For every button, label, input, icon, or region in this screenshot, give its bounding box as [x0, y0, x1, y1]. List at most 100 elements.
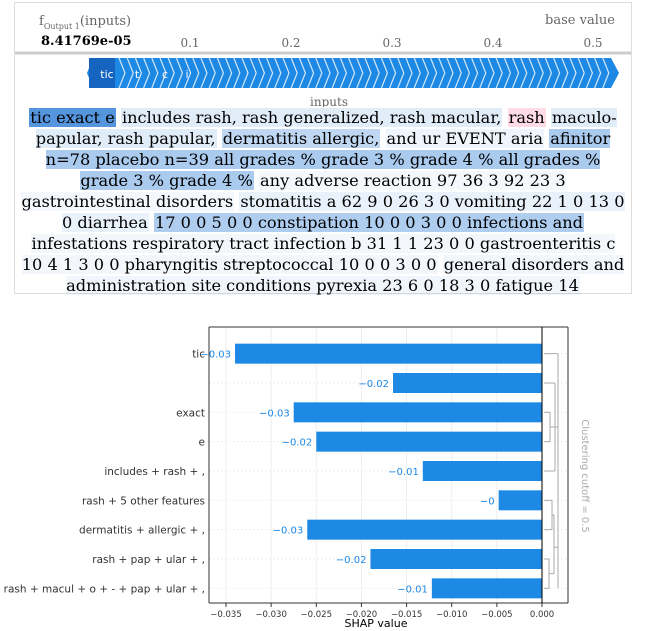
bar	[431, 578, 542, 599]
force-plot-panel: fOutput 1(inputs) 8.41769e-05 base value…	[14, 2, 632, 296]
force-chevron	[594, 57, 602, 89]
y-tick-labels: tic exact e includes + rash + , rash + 5 oth…	[4, 349, 206, 596]
force-chevron	[561, 57, 569, 89]
force-chevron	[602, 57, 610, 89]
output-value: 8.41769e-05	[41, 34, 132, 49]
bar	[370, 549, 542, 569]
bar	[293, 402, 542, 423]
force-chevron	[307, 57, 315, 89]
force-chevron	[249, 57, 257, 89]
segment-label: t	[135, 68, 140, 81]
highlighted-text: tic exact e includes rash, rash generali…	[21, 107, 625, 296]
text-token: dermatitis allergic,	[221, 129, 381, 148]
force-chevron	[200, 57, 208, 89]
axis-ticks: 0.1 0.2 0.3 0.4 0.5	[180, 36, 602, 50]
force-chevron	[446, 57, 454, 89]
bar-value-label: −0.03	[259, 408, 290, 419]
category-label: rash + pap + ular + ,	[92, 554, 205, 566]
bar	[498, 490, 542, 511]
base-value-label: base value	[545, 13, 615, 28]
axis-tick-label: 0.5	[583, 36, 602, 50]
bar	[393, 373, 542, 393]
axis-tick-label: 0.4	[483, 36, 502, 50]
force-band: tic t c i	[87, 57, 619, 89]
segment-label: tic	[100, 68, 113, 81]
x-tick-label: −0.005	[481, 610, 512, 620]
force-chevron	[585, 57, 594, 89]
text-token: 17 0 0 5 0 0 constipation 10 0 0 3 0 0 i…	[153, 213, 585, 232]
force-chevron	[339, 57, 348, 89]
force-chevron	[159, 57, 167, 89]
force-chevron	[266, 57, 274, 89]
category-label: rash + macul + o + - + pap + ular + ,	[4, 583, 205, 595]
force-chevron	[577, 57, 585, 89]
force-chevron	[421, 57, 430, 89]
force-chevron	[569, 57, 577, 89]
force-chevron	[356, 57, 364, 89]
force-chevron	[175, 57, 184, 89]
text-token: rash	[507, 108, 546, 127]
force-chevron	[471, 57, 479, 89]
force-chevron	[405, 57, 413, 89]
force-chevron	[241, 57, 249, 89]
bar-value-label: −0	[480, 496, 495, 507]
x-tick-label: −0.010	[436, 610, 467, 620]
bar	[307, 519, 542, 540]
cluster-dendrogram	[544, 353, 559, 589]
force-chevron	[126, 57, 134, 89]
axis-label: inputs	[310, 95, 348, 107]
x-axis-label: SHAP value	[345, 617, 408, 630]
category-label: tic	[192, 349, 205, 361]
x-tick-label: −0.015	[391, 610, 422, 620]
x-tick-label: −0.035	[210, 610, 241, 620]
category-label: includes + rash + ,	[104, 466, 205, 478]
bar	[422, 461, 542, 481]
force-chevron	[364, 57, 372, 89]
force-chevron	[282, 57, 290, 89]
force-chevron	[479, 57, 487, 89]
force-chevron	[348, 57, 356, 89]
force-chevron	[380, 57, 389, 89]
force-chevron	[216, 57, 225, 89]
force-chevron	[143, 57, 151, 89]
force-chevron	[512, 57, 520, 89]
force-chevron	[536, 57, 544, 89]
bar-value-label: −0.02	[358, 379, 389, 390]
axis-tick-label: 0.2	[281, 36, 300, 50]
force-chevron	[397, 57, 405, 89]
axis-tick-label: 0.1	[180, 36, 199, 50]
category-label: dermatitis + allergic + ,	[79, 525, 205, 537]
category-label: e	[199, 437, 205, 449]
plot-frame	[208, 326, 569, 604]
bar	[316, 431, 542, 452]
force-chevron	[454, 57, 462, 89]
segment-label: c	[162, 68, 168, 81]
force-chevron	[167, 57, 175, 89]
force-chevron	[298, 57, 307, 89]
x-tick-label: −0.030	[255, 610, 286, 620]
force-chevron	[323, 57, 331, 89]
force-chevron	[544, 57, 553, 89]
bar-value-label: −0.01	[388, 467, 419, 478]
force-chevron	[487, 57, 495, 89]
force-chevron	[462, 57, 471, 89]
output-function-label: fOutput 1(inputs)	[39, 14, 131, 31]
force-chevron	[331, 57, 339, 89]
bar-value-label: −0.03	[273, 526, 304, 537]
force-chevron	[438, 57, 446, 89]
force-chevron	[553, 57, 561, 89]
force-chevron	[208, 57, 216, 89]
force-chevron	[290, 57, 298, 89]
force-chevron	[233, 57, 241, 89]
force-chevron	[151, 57, 159, 89]
text-token: tic exact e	[29, 108, 116, 127]
bars: −0.03 −0.02 −0.03 −0.02 −0.01 −0 −0.03 −0.02 −0.…	[200, 343, 542, 599]
shap-bar-chart: −0.03 −0.02 −0.03 −0.02 −0.01 −0 −0.03 −0.02 −0.…	[4, 326, 590, 630]
text-token: and ur EVENT aria	[385, 129, 545, 148]
x-tick-label: −0.025	[301, 610, 332, 620]
force-chevron	[528, 57, 536, 89]
force-chevron	[495, 57, 503, 89]
x-tick-label: −0.020	[346, 610, 377, 620]
cluster-cutoff-label: Clustering cutoff = 0.5	[579, 419, 590, 533]
bar-value-label: −0.03	[200, 350, 231, 361]
